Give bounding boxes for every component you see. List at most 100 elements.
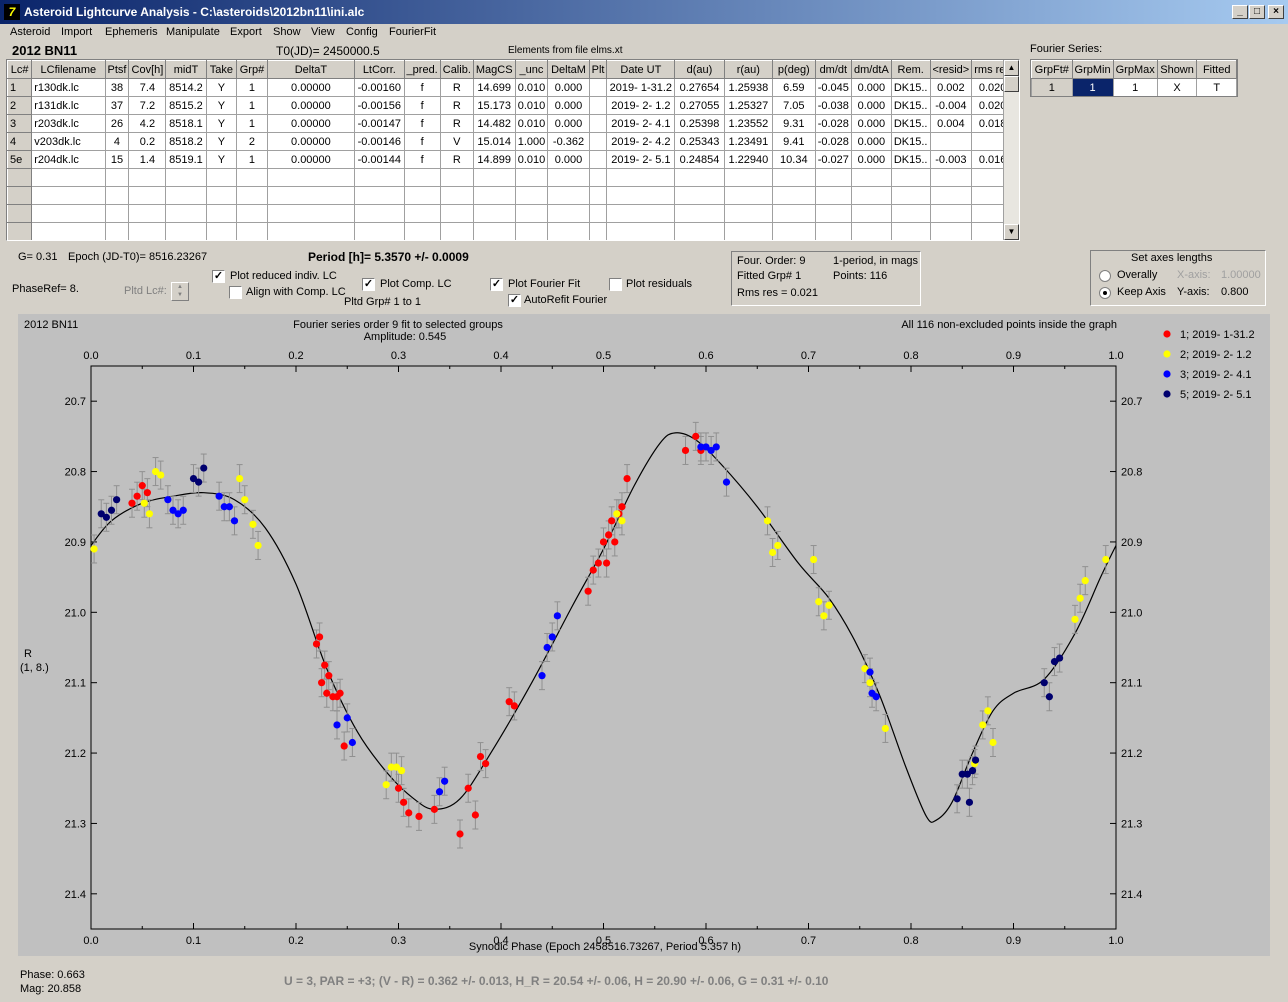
table-cell[interactable]: 0.010 [514, 150, 549, 169]
empty-cell[interactable] [606, 168, 676, 187]
table-cell[interactable]: 6.59 [771, 78, 816, 97]
table-cell[interactable]: 4 [104, 132, 130, 151]
table-cell[interactable]: 14.899 [472, 150, 516, 169]
empty-cell[interactable] [104, 168, 130, 187]
table-cell[interactable] [588, 78, 608, 97]
table-cell[interactable]: 1.25938 [723, 78, 773, 97]
empty-cell[interactable] [771, 168, 816, 187]
empty-cell[interactable] [814, 222, 852, 240]
column-header[interactable]: Cov[h] [128, 60, 167, 79]
empty-cell[interactable] [674, 222, 725, 240]
table-cell[interactable]: 0.00000 [266, 78, 356, 97]
column-header[interactable]: Plt [588, 60, 608, 79]
empty-cell[interactable] [31, 186, 106, 205]
fourier-series-table[interactable]: GrpFt# GrpMin GrpMax Shown Fitted 1 1 1 … [1030, 59, 1238, 97]
lightcurve-table[interactable]: Lc# LCfilename Ptsf Cov[h] midT Take Grp# Delta… [6, 59, 1020, 241]
table-cell[interactable]: 1.000 [514, 132, 549, 151]
empty-cell[interactable] [588, 168, 608, 187]
table-cell[interactable]: R [439, 150, 474, 169]
column-header[interactable]: r(au) [723, 60, 773, 79]
table-cell[interactable]: 0.00000 [266, 150, 356, 169]
table-cell[interactable]: DK15.. [890, 78, 931, 97]
fourier-header[interactable]: GrpFt# [1031, 60, 1073, 79]
table-cell[interactable]: 1.23491 [723, 132, 773, 151]
column-header[interactable]: _unc [514, 60, 549, 79]
empty-cell[interactable] [354, 186, 405, 205]
table-cell[interactable]: f [403, 132, 441, 151]
table-cell[interactable]: -0.362 [547, 132, 590, 151]
table-cell[interactable]: DK15.. [890, 114, 931, 133]
table-cell[interactable]: 7.4 [128, 78, 167, 97]
empty-cell[interactable] [674, 204, 725, 223]
fourier-cell-selected[interactable]: 1 [1071, 78, 1114, 96]
table-cell[interactable]: 0.010 [514, 78, 549, 97]
empty-cell[interactable] [165, 204, 207, 223]
table-cell[interactable]: -0.00160 [354, 78, 405, 97]
empty-cell[interactable] [205, 222, 238, 240]
empty-cell[interactable] [7, 222, 33, 240]
alc-app-icon[interactable]: 7 [4, 4, 20, 20]
table-cell[interactable]: 7.2 [128, 96, 167, 115]
plot-reduced-checkbox[interactable]: ✓ [212, 270, 225, 283]
table-scrollbar[interactable]: ▲ ▼ [1003, 60, 1019, 240]
empty-cell[interactable] [104, 186, 130, 205]
empty-cell[interactable] [266, 168, 356, 187]
empty-cell[interactable] [236, 168, 268, 187]
table-cell[interactable]: 1.4 [128, 150, 167, 169]
table-cell[interactable]: -0.00146 [354, 132, 405, 151]
table-cell[interactable]: 2 [236, 132, 268, 151]
empty-cell[interactable] [771, 222, 816, 240]
empty-cell[interactable] [606, 222, 676, 240]
table-cell[interactable]: 0.24854 [674, 150, 725, 169]
menu-show[interactable]: Show [273, 26, 301, 38]
empty-cell[interactable] [588, 222, 608, 240]
empty-cell[interactable] [674, 168, 725, 187]
empty-cell[interactable] [514, 186, 549, 205]
table-cell[interactable]: 10.34 [771, 150, 816, 169]
table-cell[interactable]: -0.027 [814, 150, 852, 169]
table-cell[interactable]: 1.23552 [723, 114, 773, 133]
table-cell[interactable]: 0.000 [850, 114, 892, 133]
fourier-header[interactable]: Shown [1156, 60, 1198, 79]
table-cell[interactable]: 0.004 [929, 114, 973, 133]
table-cell[interactable]: Y [205, 114, 238, 133]
table-cell[interactable]: 0.000 [850, 132, 892, 151]
align-comp-checkbox[interactable] [229, 286, 242, 299]
column-header[interactable]: MagCS [472, 60, 516, 79]
table-cell[interactable]: 1 [236, 78, 268, 97]
table-cell[interactable]: -0.00144 [354, 150, 405, 169]
column-header[interactable]: Ptsf [104, 60, 130, 79]
empty-cell[interactable] [104, 222, 130, 240]
empty-cell[interactable] [814, 204, 852, 223]
empty-cell[interactable] [7, 186, 33, 205]
empty-cell[interactable] [514, 168, 549, 187]
empty-cell[interactable] [723, 204, 773, 223]
table-cell[interactable]: 4 [7, 132, 33, 151]
empty-cell[interactable] [7, 168, 33, 187]
column-header[interactable]: LtCorr. [354, 60, 405, 79]
menu-manipulate[interactable]: Manipulate [166, 26, 220, 38]
table-cell[interactable]: 0.25343 [674, 132, 725, 151]
table-cell[interactable]: 2019- 2- 4.2 [606, 132, 676, 151]
scroll-down-icon[interactable]: ▼ [1004, 224, 1019, 240]
table-cell[interactable]: 15.014 [472, 132, 516, 151]
table-cell[interactable] [588, 132, 608, 151]
empty-cell[interactable] [850, 222, 892, 240]
empty-cell[interactable] [472, 186, 516, 205]
empty-cell[interactable] [439, 204, 474, 223]
table-cell[interactable]: 1.22940 [723, 150, 773, 169]
table-cell[interactable]: -0.003 [929, 150, 973, 169]
table-cell[interactable]: 0.00000 [266, 96, 356, 115]
menu-view[interactable]: View [311, 26, 335, 38]
table-cell[interactable]: f [403, 150, 441, 169]
table-cell[interactable]: 0.000 [850, 96, 892, 115]
empty-cell[interactable] [723, 186, 773, 205]
table-cell[interactable]: 1.25327 [723, 96, 773, 115]
table-cell[interactable]: v203dk.lc [31, 132, 106, 151]
empty-cell[interactable] [606, 204, 676, 223]
table-cell[interactable]: 7.05 [771, 96, 816, 115]
menu-import[interactable]: Import [61, 26, 93, 38]
table-cell[interactable]: 9.41 [771, 132, 816, 151]
table-cell[interactable]: -0.038 [814, 96, 852, 115]
menu-ephemeris[interactable]: Ephemeris [105, 26, 158, 38]
